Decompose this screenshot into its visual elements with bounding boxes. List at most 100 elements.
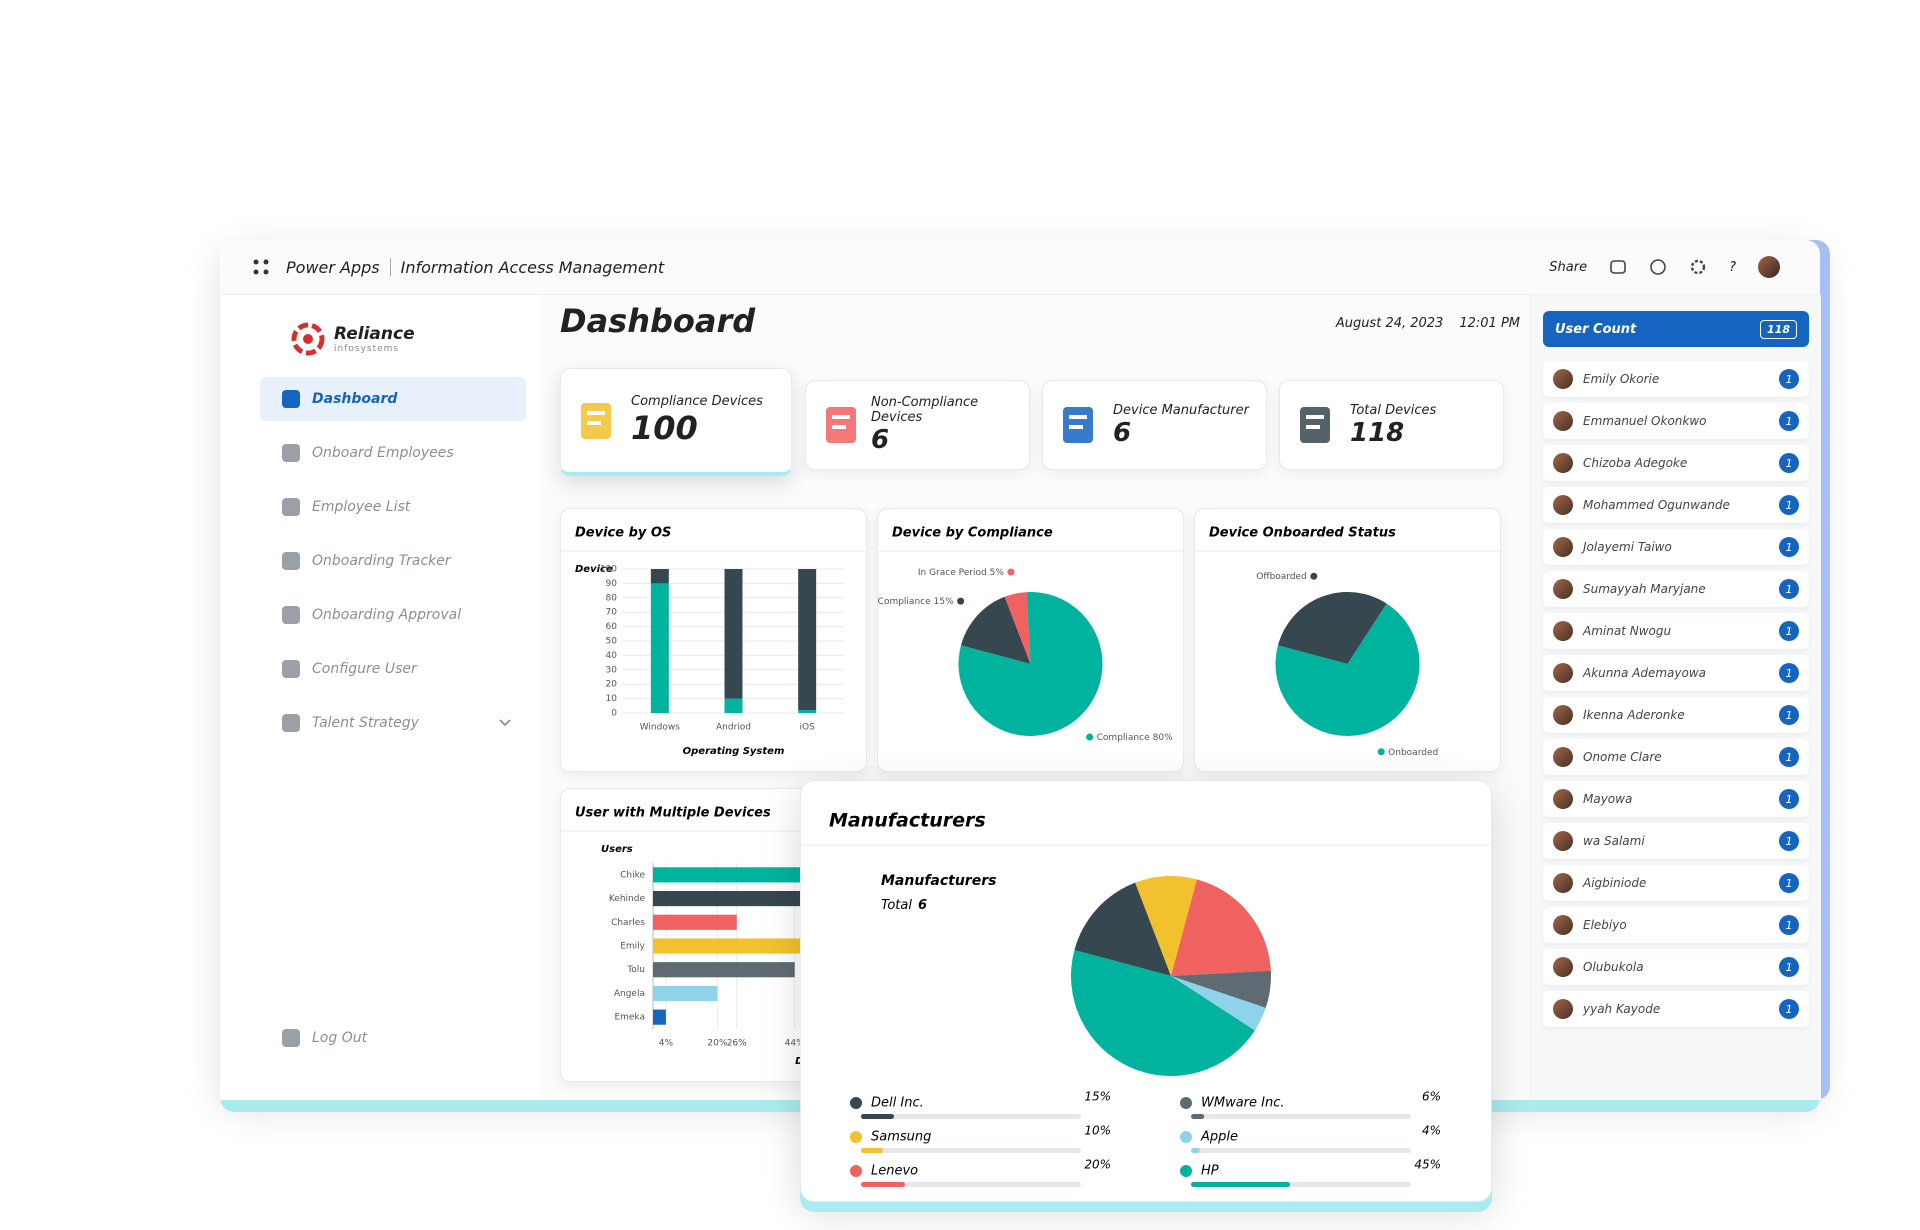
profile-avatar[interactable] xyxy=(1758,256,1780,278)
x-tick-label: iOS xyxy=(800,723,816,733)
user-count: 1 xyxy=(1779,453,1799,473)
user-row[interactable]: Ikenna Aderonke 1 xyxy=(1543,697,1809,733)
y-tick-label: 50 xyxy=(606,637,618,647)
pie-label-name: Non Compliance xyxy=(878,597,931,607)
y-tick-label: 20 xyxy=(606,680,618,690)
x-tick-label: Windows xyxy=(640,723,680,733)
user-row[interactable]: yyah Kayode 1 xyxy=(1543,991,1809,1027)
user-count-header: User Count 118 xyxy=(1543,311,1809,347)
user-name: Sumayyah Maryjane xyxy=(1583,582,1706,596)
user-row[interactable]: Jolayemi Taiwo 1 xyxy=(1543,529,1809,565)
legend-dot xyxy=(1180,1165,1192,1177)
y-tick-label: Emeka xyxy=(614,1013,645,1023)
user-name: wa Salami xyxy=(1583,834,1645,848)
bar-segment xyxy=(650,583,669,713)
pie-slice xyxy=(1171,976,1266,1031)
nav-item[interactable]: Onboard Employees xyxy=(260,431,526,475)
legend-name: WMware Inc. xyxy=(1201,1096,1285,1111)
icon[interactable] xyxy=(1649,258,1667,276)
y-tick-label: Kehinde xyxy=(609,894,646,904)
total-label: Total xyxy=(881,898,912,913)
user-row[interactable]: Emily Okorie 1 xyxy=(1543,361,1809,397)
avatar xyxy=(1553,453,1573,473)
user-count: 1 xyxy=(1779,411,1799,431)
user-count: 1 xyxy=(1779,537,1799,557)
user-name: Chizoba Adegoke xyxy=(1583,456,1688,470)
kpi-label: Compliance Devices xyxy=(631,394,763,409)
user-row[interactable]: Elebiyo 1 xyxy=(1543,907,1809,943)
user-name: yyah Kayode xyxy=(1583,1002,1661,1016)
legend-value: 4% xyxy=(1422,1124,1441,1138)
nav-item[interactable]: Talent Strategy xyxy=(260,701,526,745)
pie-label-value: 80% xyxy=(1153,733,1173,743)
share-button[interactable]: Share xyxy=(1549,259,1588,275)
avatar xyxy=(1553,915,1573,935)
user-row[interactable]: Sumayyah Maryjane 1 xyxy=(1543,571,1809,607)
nav-item[interactable]: Employee List xyxy=(260,485,526,529)
avatar xyxy=(1553,873,1573,893)
bar xyxy=(653,985,718,1002)
nav-label: Employee List xyxy=(312,499,411,515)
app-name[interactable]: Power Apps xyxy=(286,257,380,277)
nav-item[interactable]: Dashboard xyxy=(260,377,526,421)
progress-fill xyxy=(861,1114,894,1119)
logout-button[interactable]: Log Out xyxy=(260,1016,482,1060)
pie-slice xyxy=(1004,592,1031,664)
user-row[interactable]: Mayowa 1 xyxy=(1543,781,1809,817)
user-row[interactable]: Aigbiniode 1 xyxy=(1543,865,1809,901)
y-tick-label: 80 xyxy=(606,593,618,603)
time: 12:01 PM xyxy=(1459,316,1520,331)
settings-icon[interactable] xyxy=(1689,258,1707,276)
pie-label-name: In Grace Period xyxy=(918,568,987,578)
avatar xyxy=(1553,663,1573,683)
user-row[interactable]: Akunna Ademayowa 1 xyxy=(1543,655,1809,691)
user-count-title: User Count xyxy=(1555,321,1637,337)
progress-track xyxy=(1191,1148,1411,1153)
x-tick-label: 20% xyxy=(707,1039,727,1049)
nav-label: Log Out xyxy=(312,1030,368,1046)
avatar xyxy=(1553,579,1573,599)
chart: Manufacturers Manufacturers Total 6 Dell Inc… xyxy=(801,810,1491,1187)
pie-label-name: Offboarded xyxy=(1256,572,1307,582)
progress-fill xyxy=(1191,1148,1200,1153)
legend-value: 15% xyxy=(1084,1090,1111,1104)
kpi-icon-detail xyxy=(587,420,601,425)
icon[interactable] xyxy=(1609,258,1627,276)
user-count: 1 xyxy=(1779,999,1799,1019)
top-bar: Power Apps Information Access Management… xyxy=(220,240,1820,295)
legend-dot xyxy=(1310,572,1318,580)
toolbar: Share ? xyxy=(1549,256,1820,278)
chart-title: User with Multiple Devices xyxy=(575,806,771,821)
user-row[interactable]: Olubukola 1 xyxy=(1543,949,1809,985)
nav-item[interactable]: Onboarding Approval xyxy=(260,593,526,637)
user-name: Onome Clare xyxy=(1583,750,1662,764)
user-count: 1 xyxy=(1779,915,1799,935)
y-tick-label: 30 xyxy=(606,665,618,675)
help-button[interactable]: ? xyxy=(1729,259,1736,275)
user-row[interactable]: Chizoba Adegoke 1 xyxy=(1543,445,1809,481)
y-axis-label: Device xyxy=(575,564,613,575)
nav-label: Configure User xyxy=(312,661,417,677)
user-name: Aminat Nwogu xyxy=(1583,624,1672,638)
nav-item[interactable]: Configure User xyxy=(260,647,526,691)
user-row[interactable]: wa Salami 1 xyxy=(1543,823,1809,859)
separator xyxy=(389,258,391,276)
user-count: 1 xyxy=(1779,873,1799,893)
user-row[interactable]: Mohammed Ogunwande 1 xyxy=(1543,487,1809,523)
app-launcher[interactable] xyxy=(250,256,272,278)
user-row[interactable]: Emmanuel Okonkwo 1 xyxy=(1543,403,1809,439)
kpi-card: Device Manufacturer 6 xyxy=(1042,380,1267,470)
kpi-icon-detail xyxy=(1306,425,1320,429)
nav-item[interactable]: Onboarding Tracker xyxy=(260,539,526,583)
user-row[interactable]: Aminat Nwogu 1 xyxy=(1543,613,1809,649)
y-tick-label: Emily xyxy=(620,942,645,952)
progress-fill xyxy=(861,1148,883,1153)
x-tick-label: 26% xyxy=(727,1039,747,1049)
user-count: 1 xyxy=(1779,621,1799,641)
kpi-icon-detail xyxy=(1306,415,1324,419)
pie-label: Offboarded xyxy=(1256,572,1307,582)
kpi-card: Compliance Devices 100 xyxy=(560,368,792,476)
bar-segment xyxy=(724,698,743,713)
user-name: Ikenna Aderonke xyxy=(1583,708,1685,722)
user-row[interactable]: Onome Clare 1 xyxy=(1543,739,1809,775)
